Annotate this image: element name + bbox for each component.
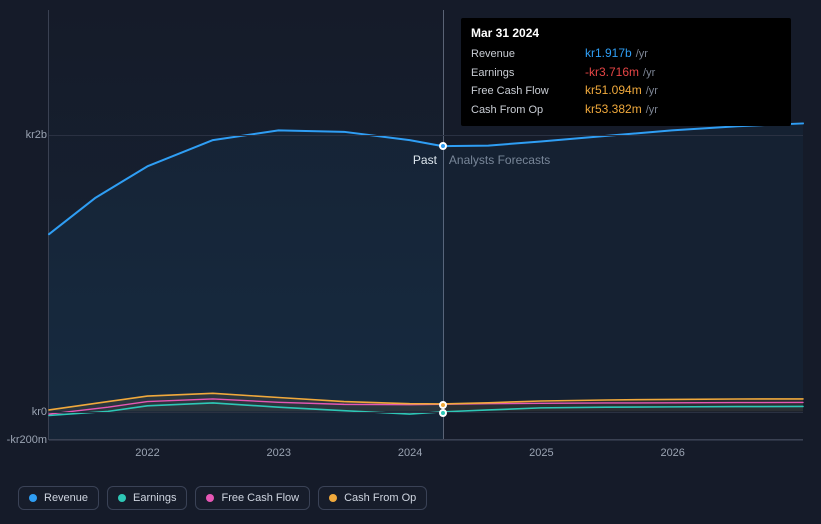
x-axis-label: 2022 (135, 439, 159, 459)
tooltip-row-unit: /yr (643, 65, 655, 82)
financial-forecast-chart: Past Analysts Forecasts kr2bkr0-kr200m20… (18, 0, 803, 524)
tooltip-row-label: Cash From Op (471, 102, 581, 119)
legend-label: Earnings (133, 492, 176, 504)
tooltip-row-label: Free Cash Flow (471, 83, 581, 100)
y-gridline (49, 412, 803, 413)
legend-dot-icon (329, 494, 337, 502)
tooltip-row-value: kr1.917b (585, 44, 632, 62)
tooltip-row-value: kr53.382m (585, 100, 642, 118)
y-gridline (49, 135, 803, 136)
legend-dot-icon (206, 494, 214, 502)
legend-item-free_cash_flow[interactable]: Free Cash Flow (195, 486, 310, 510)
series-marker-cash_from_op (439, 401, 447, 409)
tooltip-date: Mar 31 2024 (471, 26, 781, 40)
x-axis-label: 2024 (398, 439, 422, 459)
legend-dot-icon (29, 494, 37, 502)
legend-item-revenue[interactable]: Revenue (18, 486, 99, 510)
x-axis-label: 2025 (529, 439, 553, 459)
tooltip-row-value: -kr3.716m (585, 63, 639, 81)
series-marker-revenue (439, 142, 447, 150)
chart-tooltip: Mar 31 2024 Revenuekr1.917b/yrEarnings-k… (461, 18, 791, 126)
legend-label: Free Cash Flow (221, 492, 299, 504)
y-gridline (49, 440, 803, 441)
legend-label: Cash From Op (344, 492, 416, 504)
tooltip-row-label: Earnings (471, 65, 581, 82)
tooltip-row: Revenuekr1.917b/yr (471, 44, 781, 63)
series-marker-earnings (439, 409, 447, 417)
tooltip-row-unit: /yr (646, 83, 658, 100)
legend-dot-icon (118, 494, 126, 502)
y-axis-label: kr0 (32, 406, 49, 418)
legend-item-earnings[interactable]: Earnings (107, 486, 187, 510)
tooltip-row: Earnings-kr3.716m/yr (471, 63, 781, 82)
tooltip-row-unit: /yr (646, 102, 658, 119)
legend-label: Revenue (44, 492, 88, 504)
tooltip-row: Cash From Opkr53.382m/yr (471, 100, 781, 119)
tooltip-row-value: kr51.094m (585, 81, 642, 99)
chart-legend: Revenue Earnings Free Cash Flow Cash From O… (18, 486, 427, 510)
x-axis-label: 2026 (660, 439, 684, 459)
tooltip-row-unit: /yr (636, 46, 648, 63)
x-axis-label: 2023 (267, 439, 291, 459)
tooltip-row: Free Cash Flowkr51.094m/yr (471, 81, 781, 100)
legend-item-cash_from_op[interactable]: Cash From Op (318, 486, 427, 510)
tooltip-row-label: Revenue (471, 46, 581, 63)
y-axis-label: kr2b (26, 129, 49, 141)
y-axis-label: -kr200m (7, 434, 49, 446)
